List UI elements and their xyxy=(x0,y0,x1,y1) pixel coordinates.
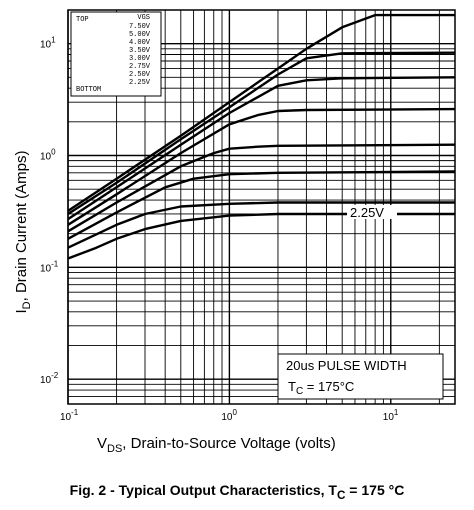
figure-caption: Fig. 2 - Typical Output Characteristics,… xyxy=(69,482,405,502)
series-line-4-00v xyxy=(67,76,456,221)
pulse-width-text: 20us PULSE WIDTH xyxy=(286,358,407,373)
series-group xyxy=(67,13,456,260)
y-tick-label: 101 xyxy=(40,36,56,51)
legend-entry: 3.00V xyxy=(129,55,151,63)
x-axis-label: VDS, Drain-to-Source Voltage (volts) xyxy=(97,435,336,455)
legend-header-top: TOP xyxy=(76,16,89,24)
y-tick-label: 100 xyxy=(40,148,56,163)
legend-entry: 7.50V xyxy=(129,23,151,31)
series-line-5-00v xyxy=(67,51,456,216)
legend-entry: 2.50V xyxy=(129,71,151,79)
pulse-width-box: 20us PULSE WIDTH TC = 175°C xyxy=(277,353,444,400)
legend-entry: 4.00V xyxy=(129,39,151,47)
x-tick-label: 100 xyxy=(221,408,237,423)
case-temperature-text: TC = 175°C xyxy=(288,379,354,397)
output-characteristics-chart: 10-2 10-1 100 101 10-1 100 101 ID, Drain Curr… xyxy=(13,9,456,455)
y-tick-labels: 10-2 10-1 100 101 xyxy=(40,36,59,387)
legend-entry: 2.25V xyxy=(129,79,151,87)
y-tick-label: 10-2 xyxy=(40,371,59,386)
curve-label-2-25v: 2.25V xyxy=(350,205,384,220)
legend-entry: 3.50V xyxy=(129,47,151,55)
legend: TOP VGS 7.50V5.00V4.00V3.50V3.00V2.75V2.… xyxy=(70,11,162,97)
series-line-3-00v xyxy=(67,143,456,233)
x-tick-labels: 10-1 100 101 xyxy=(60,408,399,423)
x-tick-label: 10-1 xyxy=(60,408,79,423)
legend-header-vgs: VGS xyxy=(137,14,150,22)
plot-frame xyxy=(67,9,456,405)
legend-entry: 5.00V xyxy=(129,31,151,39)
legend-entry: 2.75V xyxy=(129,63,151,71)
series-line-2-50v xyxy=(67,201,455,249)
legend-bottom-label: BOTTOM xyxy=(76,86,101,94)
series-line-2-75v xyxy=(67,170,456,240)
y-axis-label: ID, Drain Current (Amps) xyxy=(13,151,33,314)
series-line-7-50v xyxy=(67,13,455,212)
series-line-3-50v xyxy=(67,107,456,226)
x-tick-label: 101 xyxy=(383,408,399,423)
y-tick-label: 10-1 xyxy=(40,259,59,274)
series-line-2-25v xyxy=(67,212,455,260)
